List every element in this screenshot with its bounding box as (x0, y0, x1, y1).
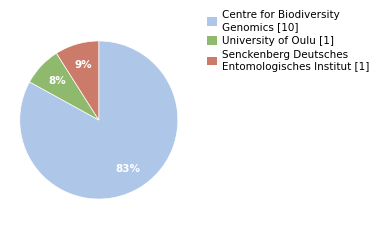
Text: 83%: 83% (115, 164, 140, 174)
Legend: Centre for Biodiversity
Genomics [10], University of Oulu [1], Senckenberg Deuts: Centre for Biodiversity Genomics [10], U… (207, 10, 370, 72)
Text: 8%: 8% (48, 76, 66, 86)
Wedge shape (57, 41, 99, 120)
Wedge shape (20, 41, 178, 199)
Wedge shape (30, 53, 99, 120)
Text: 9%: 9% (74, 60, 92, 70)
